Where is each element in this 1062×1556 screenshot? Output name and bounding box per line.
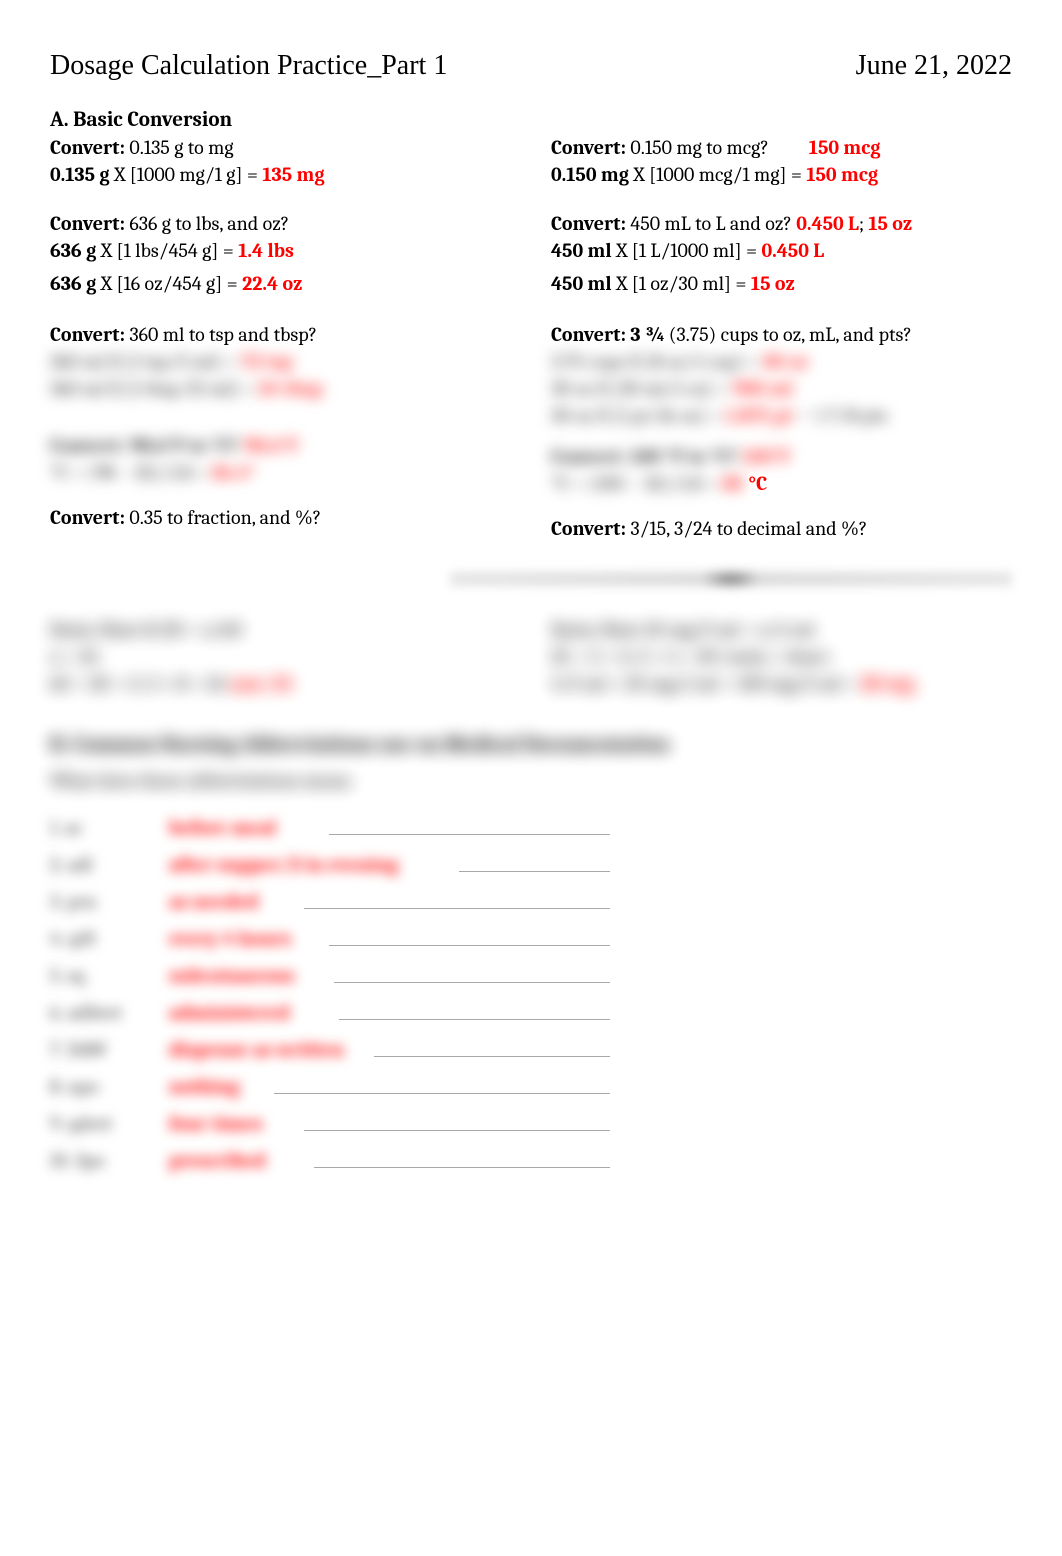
abbr-underline [334, 982, 610, 983]
abbr-number: 5. sq [50, 964, 155, 987]
abbr-answer: every 4 hours [155, 927, 325, 950]
abbr-underline [459, 871, 610, 872]
abbr-number: 10. 3po [50, 1149, 155, 1172]
mid-right-l2: 25 ÷ 5 = 5; 5 × 4 = 20 (ratio / dose) [551, 643, 1012, 670]
r-q3-b3: 30 oz X [1 pt/16 oz] = 1.875 pt → 1 7/8 … [551, 402, 1012, 429]
mid-right: Ratio/Rate 25 mg/5 ml = x/4 ml 25 ÷ 5 = … [531, 616, 1012, 697]
abbr-answer: subcutaneous [155, 964, 330, 987]
l-q1: Convert: 0.135 g to mg [50, 134, 511, 161]
abbr-row: 7. DAWdispense as written [50, 1038, 610, 1061]
abbr-row: 6. adlivetadministered [50, 1001, 610, 1024]
r-q4-b1: Convert: 100 °F to °C? 100°F [551, 443, 1012, 470]
abbr-number: 9. qdevt [50, 1112, 155, 1135]
page-title: Dosage Calculation Practice_Part 1 [50, 50, 447, 82]
abbr-row: 2. adlafter supper/2 in evening [50, 853, 610, 876]
abbr-underline [304, 908, 610, 909]
mid-right-l1: Ratio/Rate 25 mg/5 ml = x/4 ml [551, 616, 1012, 643]
abbr-number: 3. prn [50, 890, 155, 913]
mid-left-l3: 60 ÷ 20 = 3; 3 × 8 = 24 ans: 24 [50, 670, 511, 697]
abbr-row: 8. nponothing [50, 1075, 610, 1098]
abbr-row: 5. sqsubcutaneous [50, 964, 610, 987]
abbr-answer: nothing [155, 1075, 270, 1098]
l-q2-calc: 636 g X [1 lbs/454 g] = 1.4 lbs [50, 237, 511, 264]
l-q4-b1: Convert: 98.6°F to °C? 98.6°F [50, 432, 511, 459]
abbr-answer: after supper/2 in evening [155, 853, 455, 876]
l-q3-b1: 360 ml X [1 tsp/5 ml] = 72 tsp [50, 348, 511, 375]
abbr-number: 2. adl [50, 853, 155, 876]
abbr-row: 1. acbefore meal [50, 816, 610, 839]
abbr-underline [339, 1019, 610, 1020]
mid-left-l1: Ratio/Rate 8/20 = x/60 [50, 616, 511, 643]
mid-blur-area: Ratio/Rate 8/20 = x/60 x = 24 60 ÷ 20 = … [50, 616, 1012, 697]
r-q3-b1: 3.75 cups X [8 oz/1 cup] = 30 oz [551, 348, 1012, 375]
abbr-row: 10. 3poprescribed [50, 1149, 610, 1172]
abbr-row: 9. qdevtfour times [50, 1112, 610, 1135]
r-q1-calc: 0.150 mg X [1000 mcg/1 mg] = 150 mcg [551, 161, 1012, 188]
abbr-answer: administered [155, 1001, 335, 1024]
l-q3: Convert: 360 ml to tsp and tbsp? [50, 321, 511, 348]
abbr-row: 3. prnas needed [50, 890, 610, 913]
abbr-answer: before meal [155, 816, 325, 839]
section-a-title: A. Basic Conversion [50, 108, 1012, 132]
abbr-number: 4. qift [50, 927, 155, 950]
mid-right-l3: 4/5 ml × 25 mg/1 ml = 100 mg/5 ml = 20 m… [551, 670, 1012, 697]
abbr-underline [329, 945, 610, 946]
abbr-underline [314, 1167, 610, 1168]
abbr-answer: dispense as written [155, 1038, 370, 1061]
abbr-number: 8. npo [50, 1075, 155, 1098]
abbr-answer: four times [155, 1112, 300, 1135]
left-column: Convert: 0.135 g to mg 0.135 g X [1000 m… [50, 134, 531, 542]
l-q3-b2: 360 ml X [1 tbsp/15 ml] = 24 tbsp [50, 375, 511, 402]
l-q1-calc: 0.135 g X [1000 mg/1 g] = 135 mg [50, 161, 511, 188]
mid-left: Ratio/Rate 8/20 = x/60 x = 24 60 ÷ 20 = … [50, 616, 531, 697]
r-q3-b2: 30 oz X [30 ml/1 oz] = 900 ml [551, 375, 1012, 402]
abbr-underline [374, 1056, 610, 1057]
abbreviation-list: 1. acbefore meal2. adlafter supper/2 in … [50, 816, 610, 1172]
abbr-number: 6. adlivet [50, 1001, 155, 1024]
abbr-number: 1. ac [50, 816, 155, 839]
abbr-underline [274, 1093, 610, 1094]
l-q4-b2: °C = (98 − 32)/1.8 = 36.4° [50, 459, 511, 486]
abbr-underline [304, 1130, 610, 1131]
r-q1: Convert: 0.150 mg to mcg?150 mcg [551, 134, 1012, 161]
r-q2-calc: 450 ml X [1 L/1000 ml] = 0.450 L [551, 237, 1012, 264]
two-column-area: Convert: 0.135 g to mg 0.135 g X [1000 m… [50, 134, 1012, 542]
abbr-number: 7. DAW [50, 1038, 155, 1061]
right-column: Convert: 0.150 mg to mcg?150 mcg 0.150 m… [531, 134, 1012, 542]
r-q4-b2: °C = (100 − 32)/1.8 = 38°C [551, 470, 1012, 497]
r-q5: Convert: 3/15, 3/24 to decimal and %? [551, 515, 1012, 542]
divider [450, 572, 1012, 586]
l-q2: Convert: 636 g to lbs, and oz? [50, 210, 511, 237]
page-date: June 21, 2022 [856, 50, 1012, 82]
section-b-sub: What does these abbreviations mean: [50, 767, 1012, 794]
l-q5: Convert: 0.35 to fraction, and %? [50, 504, 511, 531]
abbr-answer: as needed [155, 890, 300, 913]
r-q2b-calc: 450 ml X [1 oz/30 ml] = 15 oz [551, 270, 1012, 297]
section-b-title: B. Common Nursing Abbreviations use on M… [50, 731, 1012, 759]
l-q2b-calc: 636 g X [16 oz/454 g] = 22.4 oz [50, 270, 511, 297]
r-q2: Convert: 450 mL to L and oz? 0.450 L; 15… [551, 210, 1012, 237]
abbr-row: 4. qiftevery 4 hours [50, 927, 610, 950]
r-q3: Convert: 3 ¾ (3.75) cups to oz, mL, and … [551, 321, 1012, 348]
abbr-answer: prescribed [155, 1149, 310, 1172]
mid-left-l2: x = 24 [50, 643, 511, 670]
abbr-underline [329, 834, 610, 835]
page-header: Dosage Calculation Practice_Part 1 June … [50, 50, 1012, 82]
